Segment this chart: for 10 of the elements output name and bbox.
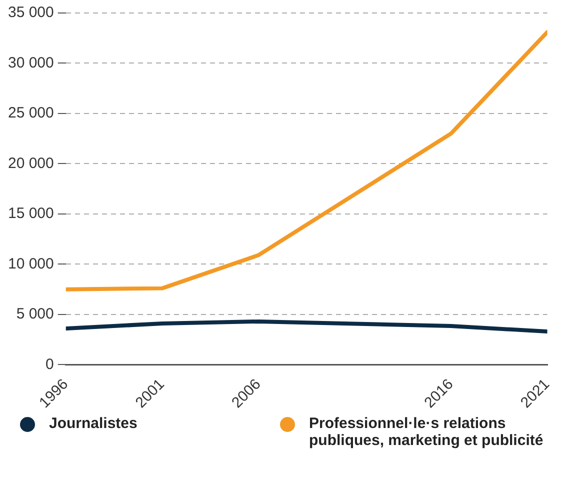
y-tick-label: 15 000 [8,205,54,222]
y-tick-label: 5 000 [16,306,54,323]
y-tick-label: 25 000 [8,104,54,122]
y-tick-label: 0 [46,356,54,373]
y-tick-label: 20 000 [8,154,54,172]
y-tick-label: 10 000 [8,255,54,272]
legend-label: Journalistes [49,415,138,432]
y-tick-label: 35 000 [8,4,54,22]
y-tick-label: 30 000 [8,54,54,72]
legend-label: Professionnel·le·s relations publiques, marketing et publicité [309,415,544,449]
